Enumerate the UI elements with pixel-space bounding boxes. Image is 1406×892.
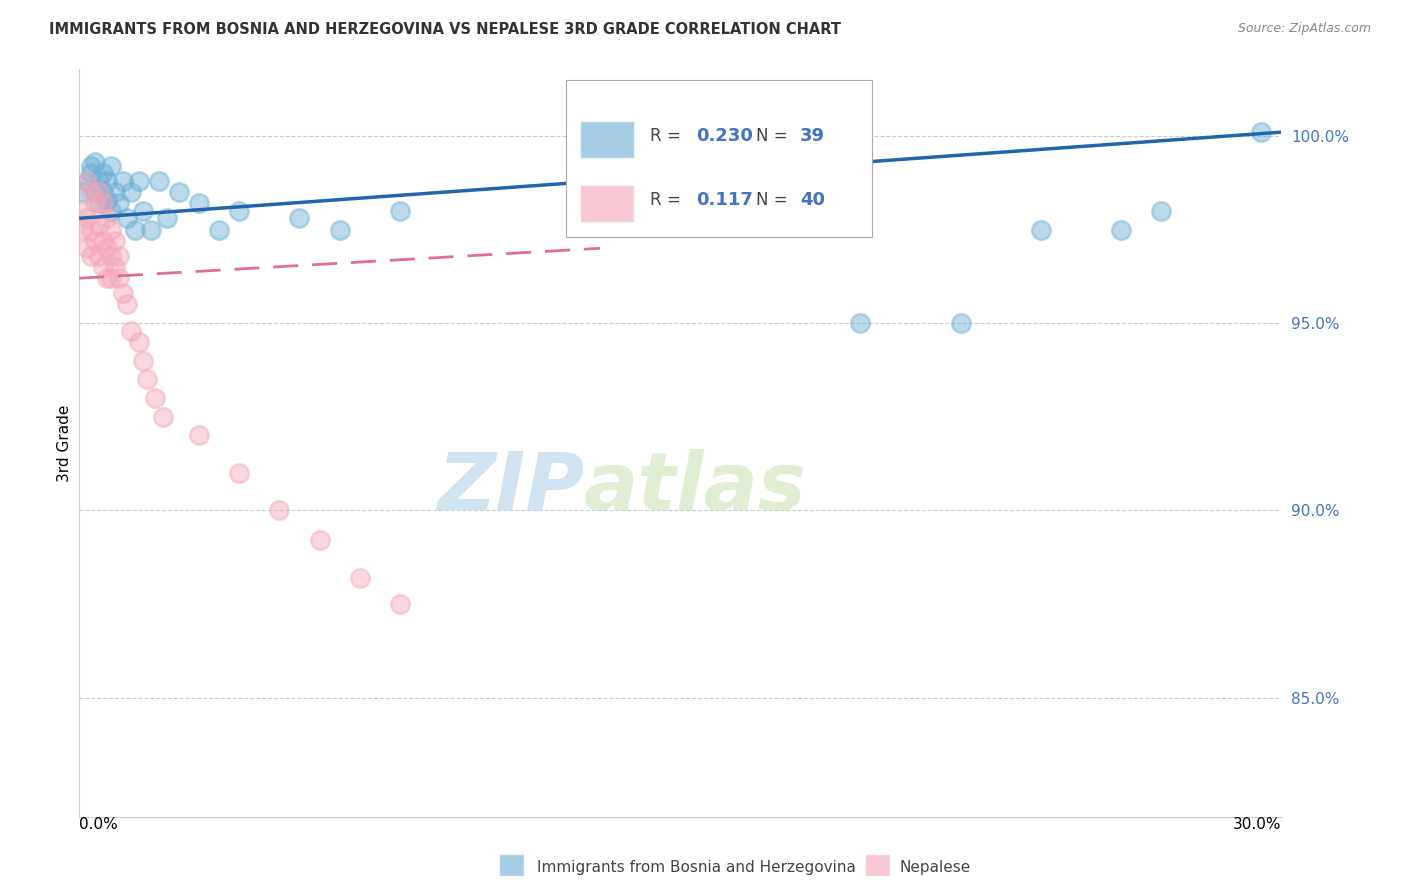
- Point: [143, 391, 166, 405]
- Text: N =: N =: [756, 191, 793, 209]
- Point: [388, 203, 411, 218]
- Point: [132, 353, 155, 368]
- Point: [84, 196, 107, 211]
- Point: [108, 196, 131, 211]
- Text: R =: R =: [650, 127, 686, 145]
- Point: [104, 234, 127, 248]
- Point: [388, 597, 411, 611]
- Point: [96, 174, 118, 188]
- Point: [120, 185, 142, 199]
- Point: [76, 241, 98, 255]
- Point: [228, 203, 250, 218]
- Point: [112, 174, 135, 188]
- Point: [104, 260, 127, 274]
- Point: [115, 211, 138, 226]
- Point: [80, 159, 103, 173]
- Text: atlas: atlas: [583, 449, 807, 527]
- Point: [132, 203, 155, 218]
- Point: [72, 185, 94, 199]
- Text: Nepalese: Nepalese: [900, 860, 972, 874]
- Point: [148, 174, 170, 188]
- Point: [84, 155, 107, 169]
- Point: [96, 241, 118, 255]
- Point: [72, 222, 94, 236]
- Point: [1150, 203, 1173, 218]
- Point: [72, 203, 94, 218]
- Point: [91, 196, 114, 211]
- Point: [89, 174, 111, 188]
- Point: [100, 222, 122, 236]
- Text: Source: ZipAtlas.com: Source: ZipAtlas.com: [1237, 22, 1371, 36]
- Point: [269, 503, 291, 517]
- Point: [849, 316, 872, 330]
- Point: [80, 249, 103, 263]
- Point: [96, 271, 118, 285]
- Point: [1029, 222, 1052, 236]
- Point: [89, 196, 111, 211]
- Point: [156, 211, 179, 226]
- Point: [152, 409, 174, 424]
- Text: N =: N =: [756, 127, 793, 145]
- Point: [128, 334, 150, 349]
- Point: [91, 234, 114, 248]
- Point: [80, 185, 103, 199]
- Point: [288, 211, 311, 226]
- Point: [91, 185, 114, 199]
- Point: [115, 297, 138, 311]
- Point: [1109, 222, 1132, 236]
- Point: [128, 174, 150, 188]
- Point: [100, 159, 122, 173]
- Point: [91, 166, 114, 180]
- Point: [124, 222, 146, 236]
- Y-axis label: 3rd Grade: 3rd Grade: [58, 404, 72, 482]
- Text: 40: 40: [800, 191, 825, 209]
- Point: [76, 174, 98, 188]
- Point: [91, 260, 114, 274]
- Point: [349, 571, 371, 585]
- Text: 0.0%: 0.0%: [79, 817, 118, 832]
- Point: [100, 271, 122, 285]
- Text: IMMIGRANTS FROM BOSNIA AND HERZEGOVINA VS NEPALESE 3RD GRADE CORRELATION CHART: IMMIGRANTS FROM BOSNIA AND HERZEGOVINA V…: [49, 22, 841, 37]
- Text: 0.117: 0.117: [696, 191, 752, 209]
- Point: [112, 286, 135, 301]
- Point: [308, 533, 330, 548]
- Point: [96, 193, 118, 207]
- Text: 0.230: 0.230: [696, 127, 752, 145]
- Point: [76, 211, 98, 226]
- Point: [80, 222, 103, 236]
- Point: [89, 185, 111, 199]
- Point: [84, 185, 107, 199]
- Point: [89, 249, 111, 263]
- Point: [89, 219, 111, 233]
- Point: [120, 324, 142, 338]
- Point: [208, 222, 231, 236]
- Bar: [581, 121, 634, 159]
- Text: R =: R =: [650, 191, 686, 209]
- Text: Immigrants from Bosnia and Herzegovina: Immigrants from Bosnia and Herzegovina: [537, 860, 856, 874]
- Text: 30.0%: 30.0%: [1233, 817, 1281, 832]
- Point: [188, 428, 211, 442]
- FancyBboxPatch shape: [567, 79, 873, 237]
- Text: 39: 39: [800, 127, 825, 145]
- Point: [136, 372, 159, 386]
- Point: [169, 185, 191, 199]
- Point: [76, 174, 98, 188]
- Point: [108, 249, 131, 263]
- Point: [100, 249, 122, 263]
- Bar: [581, 185, 634, 222]
- Point: [949, 316, 972, 330]
- Point: [80, 166, 103, 180]
- Point: [84, 234, 107, 248]
- Point: [228, 466, 250, 480]
- Point: [96, 211, 118, 226]
- Point: [100, 203, 122, 218]
- Point: [1250, 125, 1272, 139]
- Point: [329, 222, 352, 236]
- Point: [108, 271, 131, 285]
- Point: [669, 185, 692, 199]
- Text: ZIP: ZIP: [437, 449, 583, 527]
- Point: [104, 185, 127, 199]
- Point: [188, 196, 211, 211]
- Point: [141, 222, 163, 236]
